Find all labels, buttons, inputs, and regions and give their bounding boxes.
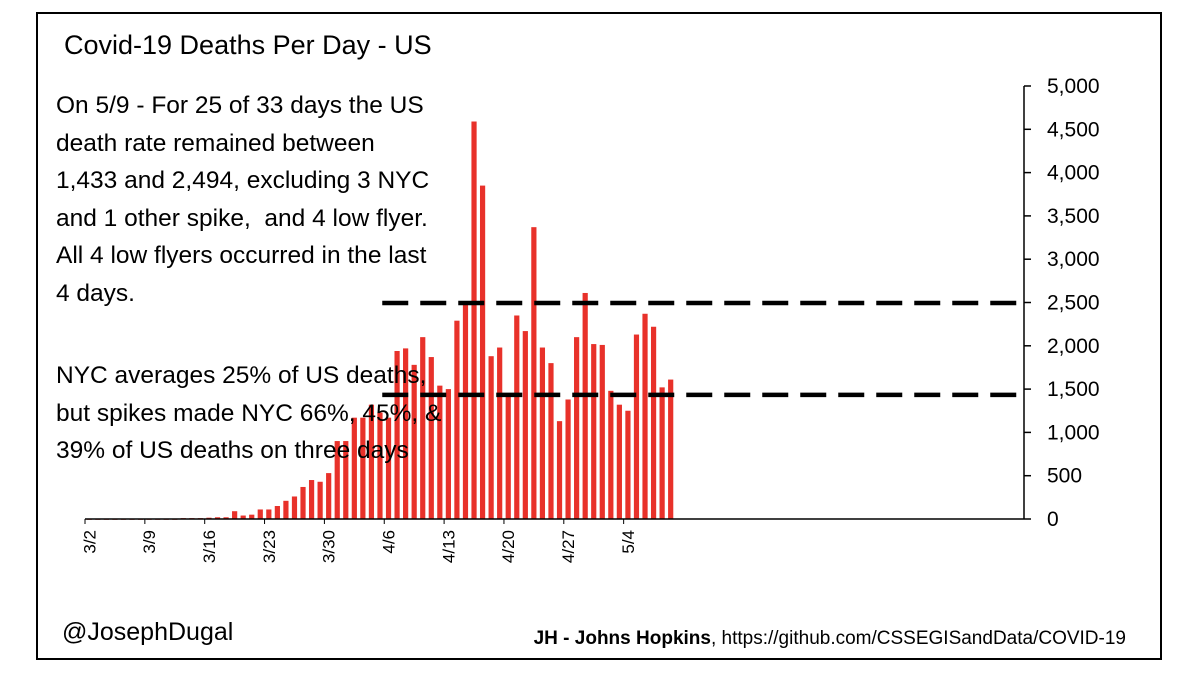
y-tick-label: 3,500	[1047, 205, 1100, 228]
bar-3-22	[257, 509, 263, 519]
chart-title: Covid-19 Deaths Per Day - US	[64, 30, 432, 60]
bar-4-20	[505, 396, 511, 519]
x-tick-label: 3/23	[260, 530, 279, 563]
x-tick-label: 4/6	[380, 530, 399, 554]
bar-3-20	[240, 515, 246, 519]
bar-4-14	[454, 320, 460, 519]
bar-4-30	[591, 344, 597, 519]
bar-5-6	[642, 313, 648, 519]
bar-4-21	[514, 315, 520, 519]
y-tick-label: 2,000	[1047, 335, 1100, 358]
bar-4-16	[471, 121, 477, 519]
bar-4-22	[522, 331, 528, 519]
bar-4-1	[343, 441, 349, 519]
y-tick-label: 1,500	[1047, 378, 1100, 401]
bar-4-28	[574, 337, 580, 519]
y-tick-label: 5,000	[1047, 75, 1100, 98]
bar-5-8	[659, 387, 665, 519]
bar-3-18	[223, 517, 229, 519]
bar-3-29	[317, 481, 323, 519]
annotation-nyc: NYC averages 25% of US deaths, but spike…	[56, 362, 442, 464]
x-tick-label: 4/13	[439, 530, 458, 563]
y-tick-label: 500	[1047, 465, 1082, 488]
bar-4-7	[394, 351, 400, 519]
bar-4-5	[377, 412, 383, 519]
bar-4-15	[462, 302, 469, 519]
bar-4-10	[420, 337, 426, 519]
x-tick-label: 3/16	[200, 530, 219, 563]
bar-3-19	[232, 511, 238, 519]
bar-5-5	[633, 334, 640, 519]
x-tick-label: 3/2	[80, 530, 99, 554]
x-tick-label: 4/27	[559, 530, 578, 563]
x-tick-label: 3/9	[140, 530, 159, 554]
source-url: , https://github.com/CSSEGISandData/COVI…	[710, 628, 1126, 649]
x-tick-label: 4/20	[499, 530, 518, 563]
bar-4-6	[385, 417, 392, 519]
bar-3-27	[300, 486, 306, 519]
bar-4-19	[497, 347, 503, 519]
bar-4-26	[556, 421, 563, 519]
bar-4-2	[351, 417, 357, 519]
bar-5-9	[668, 379, 674, 519]
bar-4-13	[445, 389, 451, 519]
bar-3-26	[291, 496, 298, 519]
bar-3-30	[326, 473, 332, 519]
bar-4-8	[403, 348, 409, 519]
bar-5-1	[599, 344, 605, 519]
y-tick-label: 4,000	[1047, 162, 1100, 185]
y-tick-label: 0	[1047, 508, 1059, 531]
bar-3-24	[274, 506, 280, 519]
bar-4-9	[411, 364, 417, 519]
y-tick-label: 4,500	[1047, 118, 1100, 141]
bar-3-25	[283, 500, 289, 519]
bar-4-29	[582, 292, 588, 519]
bar-4-4	[368, 404, 375, 519]
bar-4-23	[531, 227, 537, 519]
bar-4-18	[488, 356, 494, 519]
bar-4-3	[360, 417, 366, 519]
bar-4-25	[548, 363, 554, 519]
bar-5-2	[608, 390, 614, 519]
data-source: JH - Johns Hopkins, https://github.com/C…	[534, 628, 1126, 650]
bar-5-3	[616, 404, 622, 519]
bar-4-11	[428, 357, 434, 519]
bar-4-17	[479, 185, 486, 519]
bar-4-12	[437, 385, 443, 519]
bar-3-21	[249, 514, 255, 519]
x-tick-label: 5/4	[619, 530, 638, 554]
bar-4-27	[565, 399, 571, 519]
bar-4-24	[539, 347, 546, 519]
bar-3-28	[308, 480, 315, 519]
bar-3-31	[334, 441, 340, 519]
author-handle: @JosephDugal	[62, 618, 234, 646]
x-tick-label: 3/30	[320, 530, 339, 563]
bar-5-4	[625, 410, 631, 519]
y-tick-label: 3,000	[1047, 248, 1100, 271]
annotation-summary: On 5/9 - For 25 of 33 days the US death …	[56, 92, 430, 307]
bar-3-23	[266, 509, 272, 519]
y-tick-label: 2,500	[1047, 292, 1100, 315]
source-name: JH - Johns Hopkins	[533, 628, 711, 649]
chart-frame	[36, 12, 1162, 660]
bar-3-17	[214, 517, 221, 519]
bar-5-7	[650, 326, 657, 519]
y-tick-label: 1,000	[1047, 421, 1100, 444]
